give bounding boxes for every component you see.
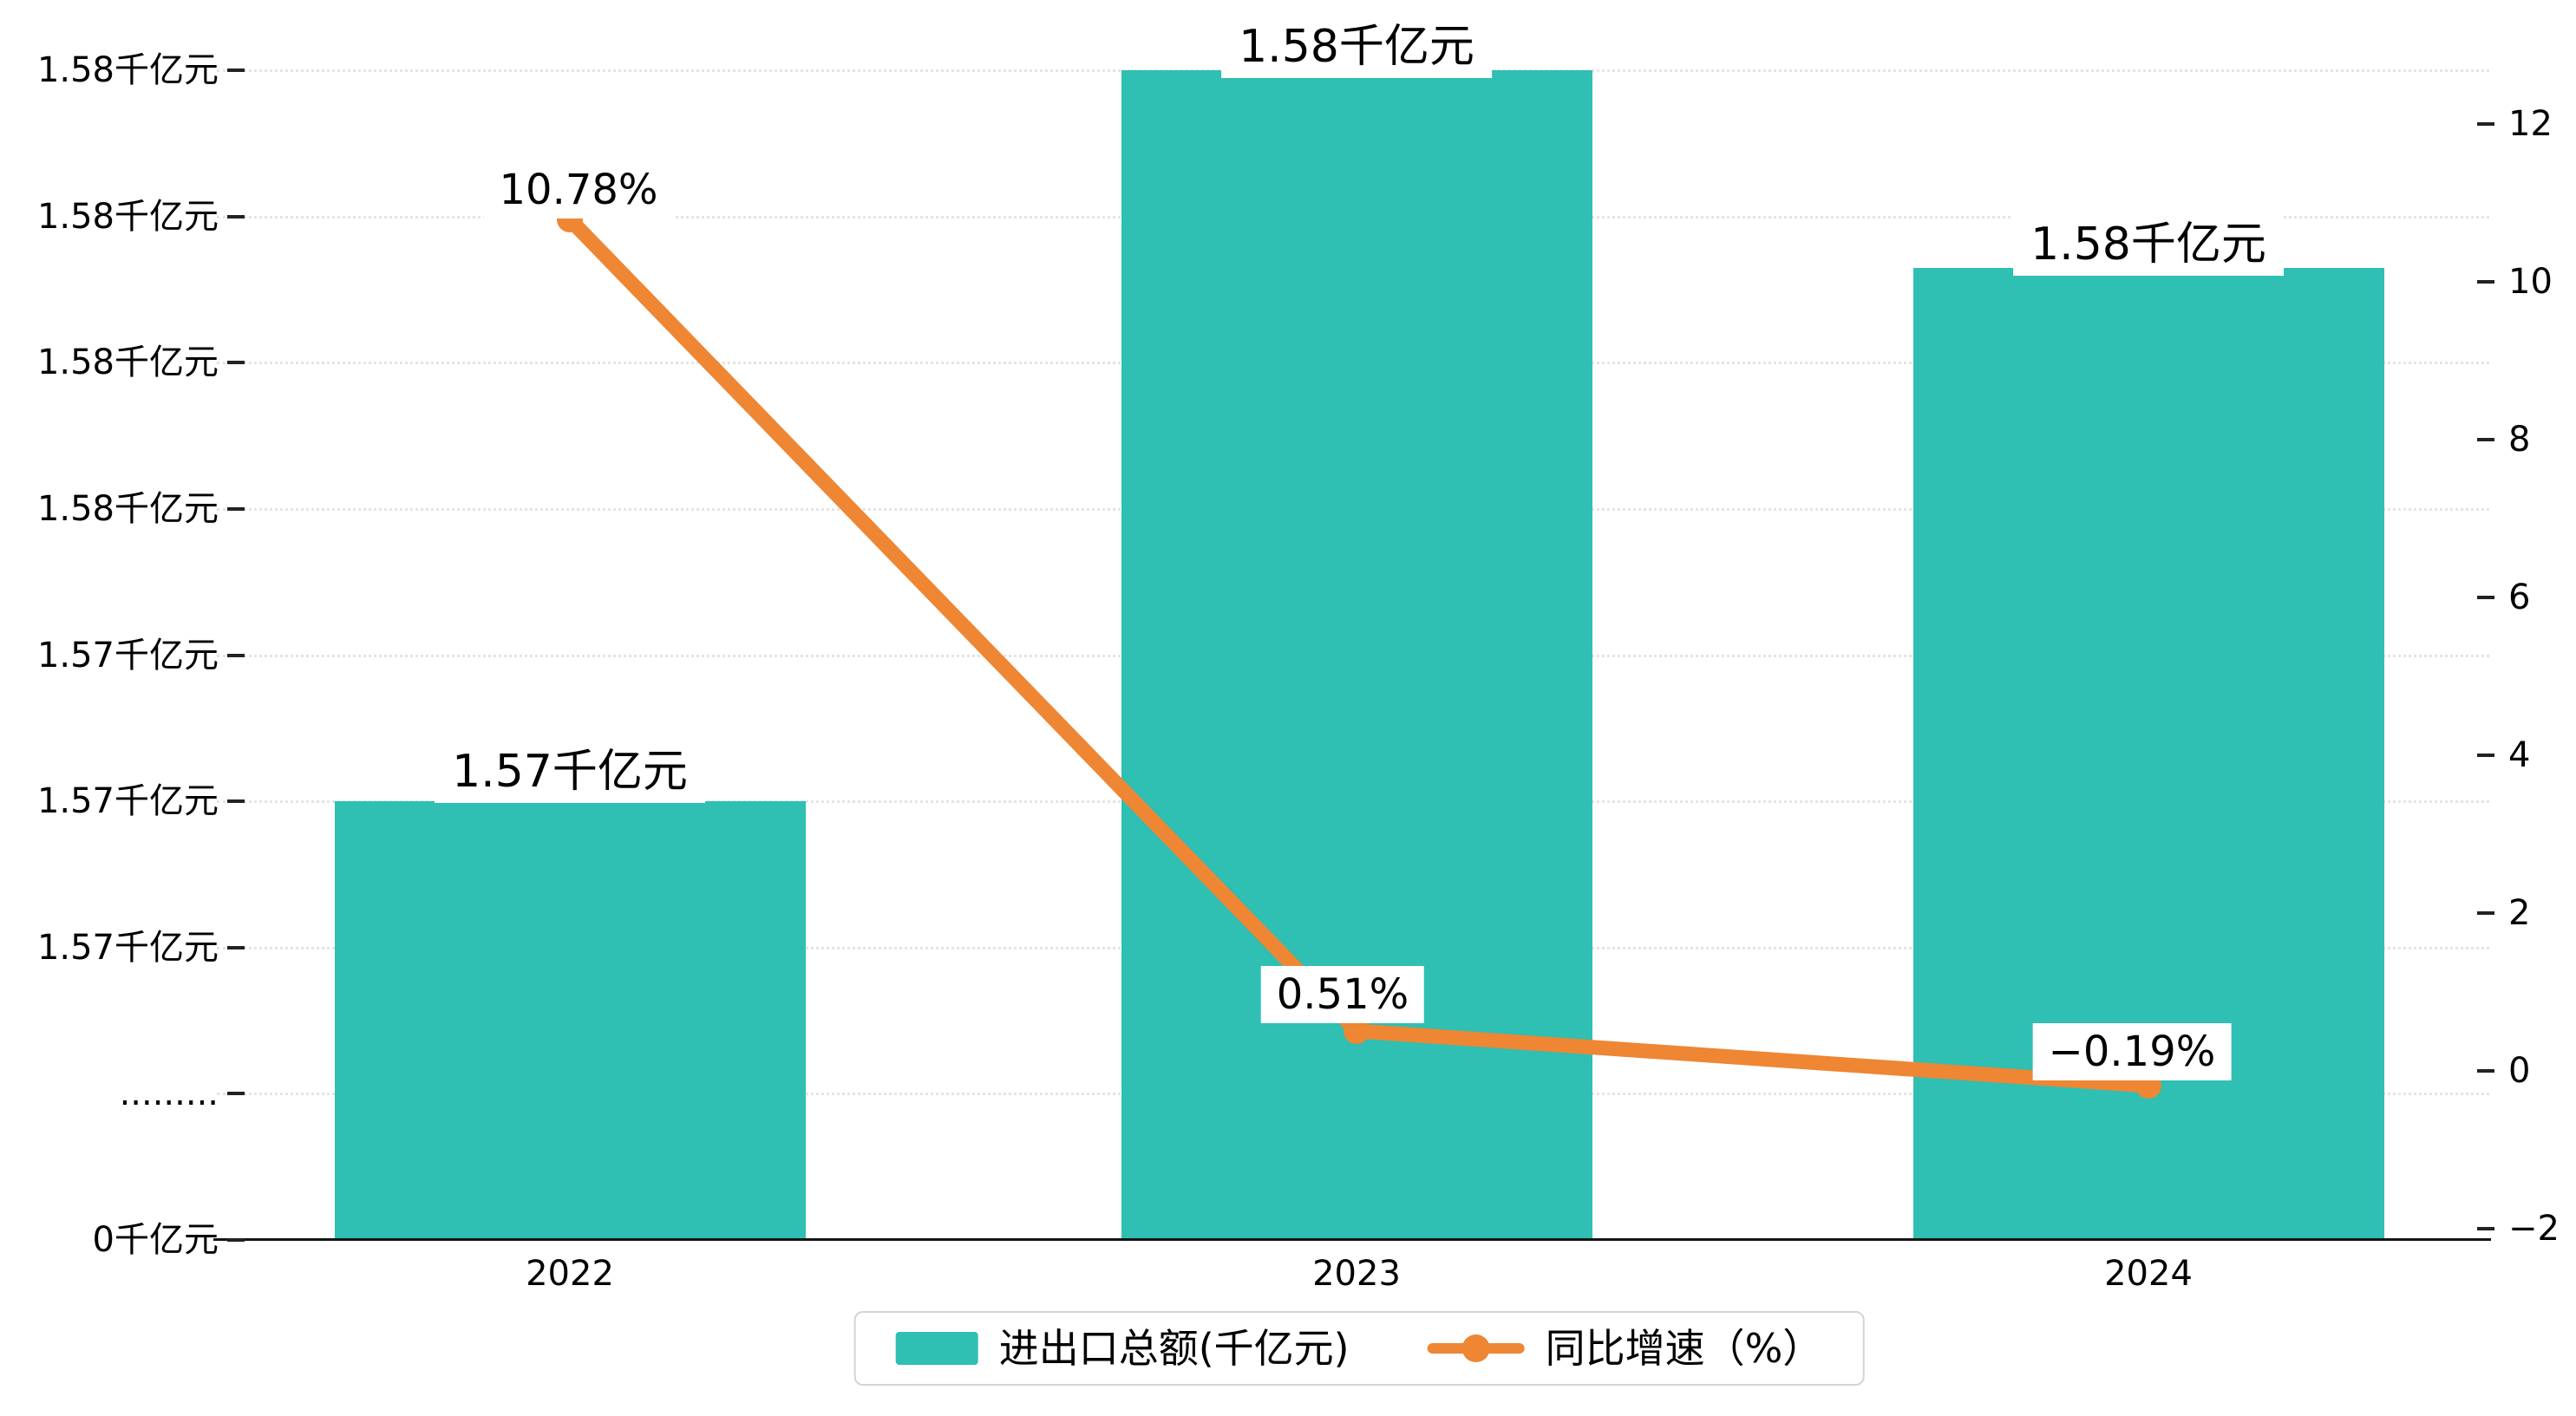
tick-mark — [227, 946, 245, 949]
bar-2024 — [1913, 268, 2384, 1240]
tick-mark — [227, 507, 245, 511]
left-axis-tick: 1.58千亿元 — [36, 343, 219, 382]
bar-series-swatch-icon — [895, 1332, 978, 1365]
tick-mark — [227, 1092, 245, 1095]
right-axis-tick: 0 — [2508, 1051, 2531, 1091]
tick-mark — [227, 361, 245, 364]
right-axis-tick: 4 — [2508, 735, 2531, 775]
left-axis-tick: 0千亿元 — [92, 1220, 219, 1260]
bar-2023 — [1121, 70, 1592, 1240]
bar-2022 — [335, 801, 806, 1240]
left-axis-axis-break: ......... — [119, 1073, 219, 1113]
left-axis-tick: 1.57千亿元 — [36, 928, 219, 968]
legend-item-total[interactable]: 进出口总额(千亿元) — [895, 1325, 1350, 1372]
left-axis-tick: 1.57千亿元 — [36, 636, 219, 675]
tick-mark — [227, 69, 245, 72]
left-axis-tick: 1.57千亿元 — [36, 781, 219, 821]
tick-mark — [2477, 280, 2494, 284]
x-axis-label-2022: 2022 — [526, 1254, 614, 1294]
legend-item-label: 同比增速（%） — [1545, 1325, 1823, 1372]
right-axis-tick: 10 — [2508, 262, 2553, 302]
x-axis-label-2024: 2024 — [2104, 1254, 2193, 1294]
legend-item-label: 进出口总额(千亿元) — [998, 1325, 1350, 1372]
right-axis-tick: 2 — [2508, 893, 2531, 933]
tick-mark — [227, 1238, 245, 1242]
tick-mark — [2477, 754, 2494, 757]
bar-value-label-2022: 1.57千亿元 — [435, 741, 705, 803]
bar-value-label-2024: 1.58千亿元 — [2013, 213, 2284, 276]
growth-label-2023: 0.51% — [1260, 966, 1425, 1023]
right-axis-tick: 8 — [2508, 420, 2531, 460]
legend-item-growth[interactable]: 同比增速（%） — [1427, 1325, 1823, 1372]
bar-value-label-2023: 1.58千亿元 — [1221, 16, 1492, 78]
x-axis-label-2023: 2023 — [1312, 1254, 1401, 1294]
right-axis-tick: 6 — [2508, 577, 2531, 617]
tick-mark — [2477, 596, 2494, 599]
tick-mark — [227, 799, 245, 803]
tick-mark — [2477, 122, 2494, 126]
tick-mark — [227, 215, 245, 219]
tick-mark — [2477, 1069, 2494, 1073]
x-axis-line — [213, 1238, 2491, 1241]
line-series-marker-icon — [1427, 1332, 1525, 1365]
growth-label-2022: 10.78% — [483, 161, 674, 219]
legend: 进出口总额(千亿元) 同比增速（%） — [853, 1311, 1865, 1386]
tick-mark — [2477, 1227, 2494, 1230]
left-axis-tick: 1.58千亿元 — [36, 50, 219, 90]
tick-mark — [2477, 438, 2494, 441]
tick-mark — [227, 654, 245, 657]
left-axis-tick: 1.58千亿元 — [36, 489, 219, 529]
tick-mark — [2477, 911, 2494, 915]
left-axis-tick: 1.58千亿元 — [36, 197, 219, 237]
right-axis-tick: 12 — [2508, 104, 2553, 144]
growth-label-2024: −0.19% — [2032, 1023, 2232, 1080]
right-axis-tick: −2 — [2508, 1209, 2560, 1249]
